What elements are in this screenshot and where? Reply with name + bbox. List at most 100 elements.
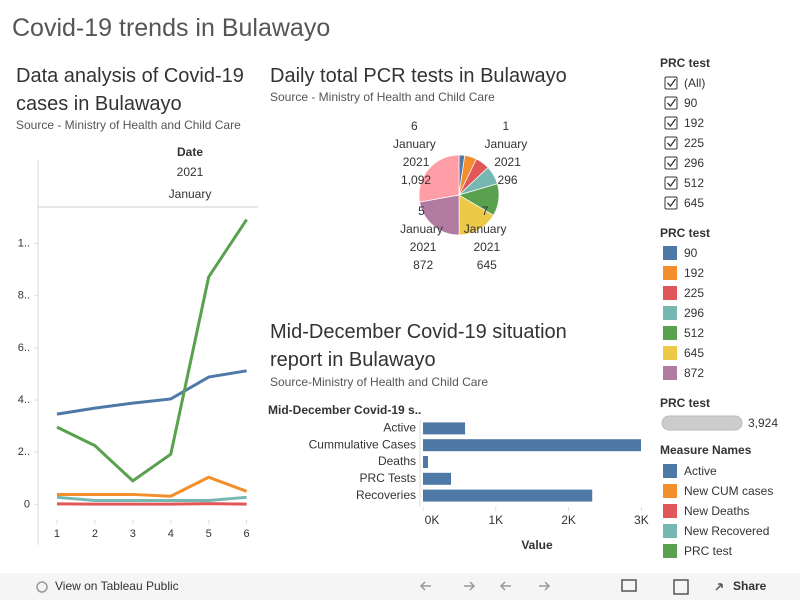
legend-label: 512 xyxy=(684,326,704,340)
legend-swatch xyxy=(663,504,677,518)
legend-swatch xyxy=(663,266,677,280)
legend-swatch xyxy=(663,464,677,478)
bar xyxy=(423,422,466,435)
y-tick-label: 8.. xyxy=(18,290,30,302)
x-tick-label: 0K xyxy=(425,513,440,527)
checkbox-label: (All) xyxy=(684,76,705,90)
x-tick-label: 3 xyxy=(130,528,136,540)
y-tick-label: 4.. xyxy=(18,394,30,406)
legend-swatch xyxy=(663,286,677,300)
pie-label: 1 January 2021 xyxy=(485,119,531,169)
series-line xyxy=(56,218,248,483)
legend-label: 90 xyxy=(684,246,698,260)
toolbar-link[interactable]: View on Tableau Public xyxy=(55,579,179,593)
y-tick-label: Cummulative Cases xyxy=(309,437,416,451)
y-tick-label: PRC Tests xyxy=(360,471,416,485)
y-tick-label: 6.. xyxy=(18,342,30,354)
legend-title: Measure Names xyxy=(660,443,752,457)
x-tick-label: 4 xyxy=(168,528,174,540)
legend-swatch xyxy=(663,524,677,538)
x-tick-label: 1 xyxy=(54,528,60,540)
legend-label: 192 xyxy=(684,266,704,280)
checkbox-label: 512 xyxy=(684,176,704,190)
series-line xyxy=(56,502,247,506)
checkbox-label: 225 xyxy=(684,136,704,150)
pie-slice xyxy=(418,154,460,203)
checkmark xyxy=(667,138,677,148)
bar xyxy=(423,472,452,485)
x-axis-label: Value xyxy=(521,538,553,552)
chart-title: Daily total PCR tests in Bulawayo xyxy=(270,65,567,87)
bar xyxy=(423,489,593,502)
legend-swatch xyxy=(663,366,677,380)
x-tick-label: 5 xyxy=(206,528,212,540)
legend-label: 645 xyxy=(684,346,704,360)
toolbar xyxy=(0,573,800,600)
y-tick-label: Recoveries xyxy=(356,488,416,502)
pie-slice xyxy=(419,194,460,236)
x-tick-label: 2 xyxy=(92,528,98,540)
chart-title: Mid-December Covid-19 situation report i… xyxy=(270,321,567,371)
legend-swatch xyxy=(663,246,677,260)
legend-swatch xyxy=(663,306,677,320)
bar-header: Mid-December Covid-19 s.. xyxy=(268,403,421,417)
x-tick-label: 3K xyxy=(634,513,649,527)
series-line xyxy=(56,369,247,416)
series-line xyxy=(56,495,247,502)
slider-title: PRC test xyxy=(660,396,710,410)
filter-title: PRC test xyxy=(660,56,710,70)
legend-swatch xyxy=(663,544,677,558)
checkmark xyxy=(667,98,677,108)
pie-value-label: 645 xyxy=(477,258,497,272)
chart-title: Data analysis of Covid-19 cases in Bulaw… xyxy=(16,65,244,115)
pie-label: 6 January 2021 xyxy=(393,119,439,169)
checkbox-label: 296 xyxy=(684,156,704,170)
y-tick-label: 0 xyxy=(24,498,30,510)
legend-label: 872 xyxy=(684,366,704,380)
y-tick-label: 1.. xyxy=(18,237,30,249)
legend-title: PRC test xyxy=(660,226,710,240)
checkbox-label: 645 xyxy=(684,196,704,210)
y-tick-label: Active xyxy=(383,421,416,435)
x-tick-label: 6 xyxy=(244,528,250,540)
legend-label: New CUM cases xyxy=(684,484,773,498)
checkbox-label: 90 xyxy=(684,96,698,110)
column-header: Date xyxy=(177,145,203,159)
pie-value-label: 872 xyxy=(413,258,433,272)
checkmark xyxy=(667,158,677,168)
chart-subtitle: Source - Ministry of Health and Child Ca… xyxy=(16,118,241,132)
pie-label: 5 January 2021 xyxy=(400,204,446,254)
checkmark xyxy=(667,118,677,128)
pie-label: 7 January 2021 xyxy=(464,204,510,254)
checkmark xyxy=(667,78,677,88)
plot-area xyxy=(56,218,248,506)
legend-swatch xyxy=(663,326,677,340)
toolbar-share[interactable]: Share xyxy=(733,579,767,593)
legend-label: New Recovered xyxy=(684,524,769,538)
column-header: 2021 xyxy=(177,165,204,179)
dashboard-title: Covid-19 trends in Bulawayo xyxy=(12,14,331,42)
legend-label: 225 xyxy=(684,286,704,300)
checkmark xyxy=(667,178,677,188)
pie-value-label: 1,092 xyxy=(401,173,431,187)
slider-value: 3,924 xyxy=(748,416,778,430)
toolbar-icons xyxy=(36,579,723,595)
bar xyxy=(423,456,429,468)
checkbox-label: 192 xyxy=(684,116,704,130)
chart-subtitle: Source-Ministry of Health and Child Care xyxy=(270,375,489,389)
slider-track xyxy=(661,415,743,431)
column-header: January xyxy=(169,187,212,201)
legend-swatch xyxy=(663,484,677,498)
checkmark xyxy=(667,198,677,208)
legend-label: PRC test xyxy=(684,544,733,558)
x-tick-label: 2K xyxy=(561,513,576,527)
legend-swatch xyxy=(663,346,677,360)
pie-value-label: 296 xyxy=(498,173,518,187)
legend-label: Active xyxy=(684,464,717,478)
bar xyxy=(423,439,641,452)
series-line xyxy=(56,475,248,498)
legend-label: 296 xyxy=(684,306,704,320)
chart-subtitle: Source - Ministry of Health and Child Ca… xyxy=(270,90,495,104)
